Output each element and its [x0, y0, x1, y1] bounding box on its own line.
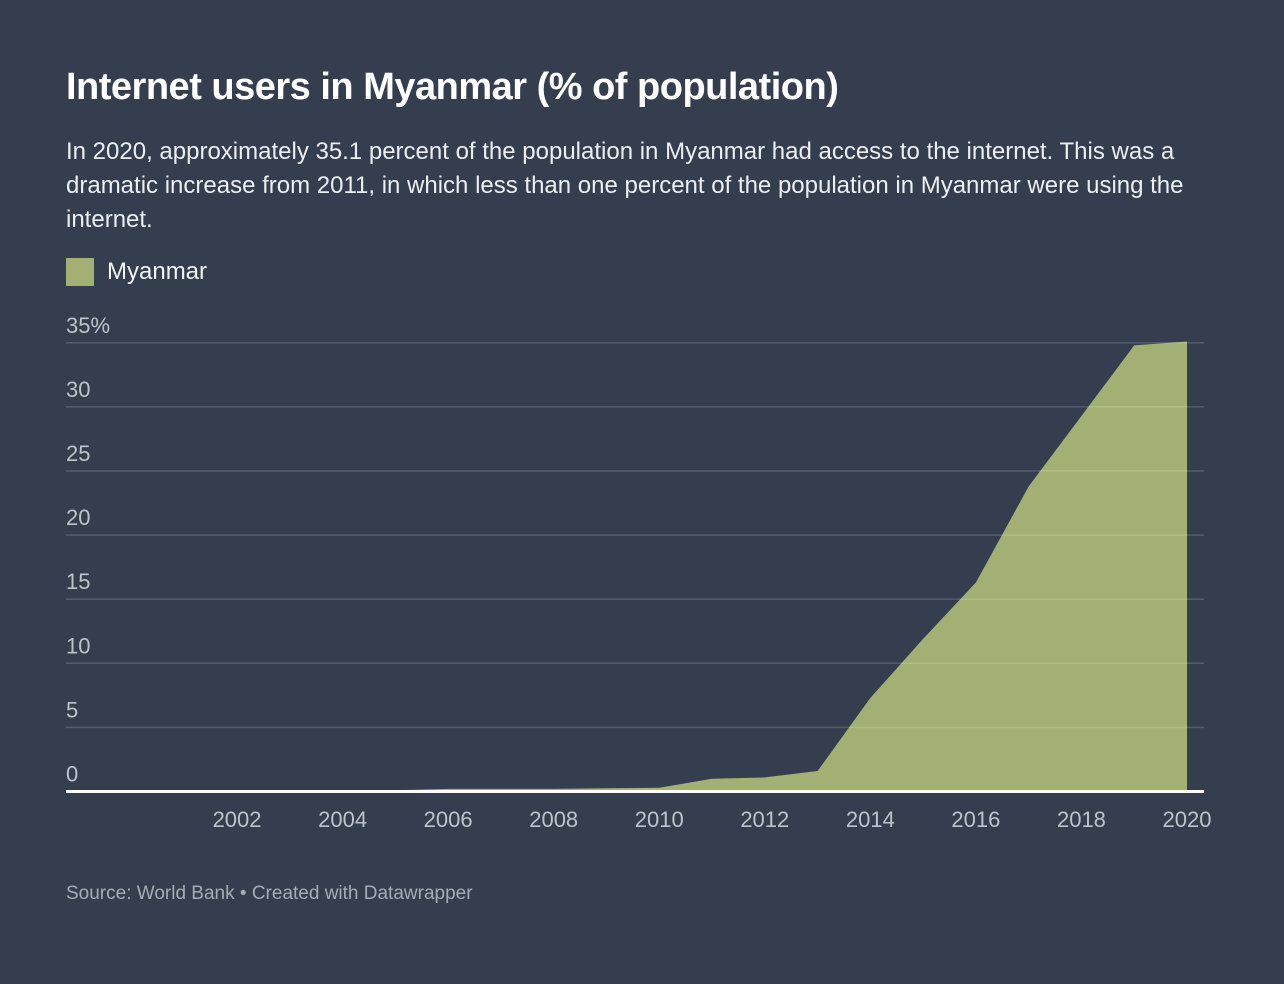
legend: Myanmar [66, 258, 207, 286]
source-attribution: Source: World Bank • Created with Datawr… [66, 883, 473, 904]
x-axis-tick-label: 2016 [951, 807, 1000, 832]
y-axis-tick-label: 20 [66, 505, 90, 530]
x-axis-tick-label: 2012 [740, 807, 789, 832]
area-series-myanmar [131, 341, 1187, 792]
x-axis-tick-label: 2010 [635, 807, 684, 832]
y-axis-tick-label: 0 [66, 762, 78, 787]
x-axis-tick-label: 2004 [318, 807, 367, 832]
y-axis-tick-label: 30 [66, 377, 90, 402]
y-axis-tick-label: 35% [66, 313, 110, 338]
legend-swatch-myanmar [66, 258, 94, 286]
legend-label-myanmar: Myanmar [107, 258, 208, 285]
y-axis-tick-label: 5 [66, 697, 78, 722]
x-axis-tick-label: 2008 [529, 807, 578, 832]
chart-title: Internet users in Myanmar (% of populati… [66, 66, 839, 108]
chart-description: In 2020, approximately 35.1 percent of t… [66, 138, 1184, 233]
x-axis-tick-label: 2020 [1163, 807, 1212, 832]
x-axis-tick-label: 2014 [846, 807, 895, 832]
y-axis-tick-label: 10 [66, 633, 90, 658]
x-axis-tick-label: 2002 [213, 807, 262, 832]
y-axis-tick-label: 25 [66, 441, 90, 466]
x-axis-tick-label: 2006 [424, 807, 473, 832]
x-axis-tick-label: 2018 [1057, 807, 1106, 832]
y-axis-tick-label: 15 [66, 569, 90, 594]
